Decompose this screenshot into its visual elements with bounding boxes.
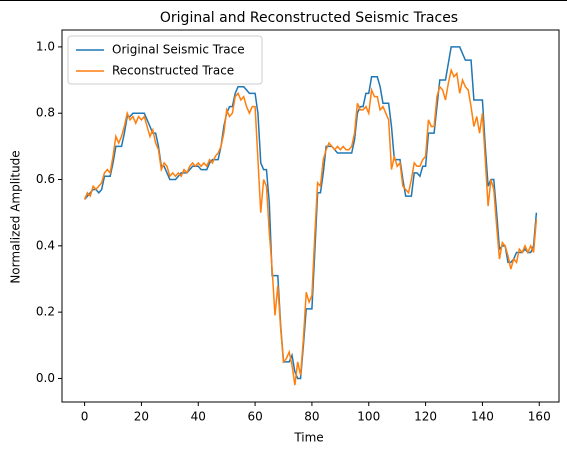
legend-box <box>67 35 263 85</box>
y-axis-label: Normalized Amplitude <box>9 150 23 283</box>
x-tick-label: 120 <box>414 410 437 424</box>
y-tick-label: 0.0 <box>36 371 55 385</box>
plot-area <box>83 46 538 386</box>
series-line <box>83 67 538 386</box>
x-tick-label: 20 <box>134 410 149 424</box>
y-tick-label: 0.6 <box>36 172 55 186</box>
x-tick-label: 160 <box>528 410 551 424</box>
x-tick-label: 100 <box>357 410 380 424</box>
x-tick-label: 0 <box>81 410 89 424</box>
x-tick-label: 40 <box>191 410 206 424</box>
x-tick-label: 60 <box>247 410 262 424</box>
x-tick-label: 140 <box>471 410 494 424</box>
x-tick-label: 80 <box>304 410 319 424</box>
y-tick-label: 0.8 <box>36 106 55 120</box>
legend-label: Reconstructed Trace <box>112 64 234 78</box>
y-tick-label: 0.4 <box>36 238 55 252</box>
plot-frame <box>61 29 560 403</box>
chart-title: Original and Reconstructed Seismic Trace… <box>160 10 458 26</box>
y-tick-label: 1.0 <box>36 39 55 53</box>
legend-label: Original Seismic Trace <box>112 43 245 57</box>
x-axis-label: Time <box>293 431 323 445</box>
y-tick-label: 0.2 <box>36 305 55 319</box>
